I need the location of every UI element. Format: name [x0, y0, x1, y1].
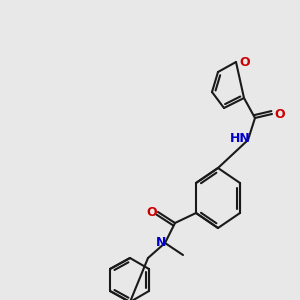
Text: O: O: [146, 206, 157, 218]
Text: N: N: [156, 236, 166, 250]
Text: O: O: [274, 107, 285, 121]
Text: HN: HN: [230, 131, 251, 145]
Text: O: O: [239, 56, 250, 68]
